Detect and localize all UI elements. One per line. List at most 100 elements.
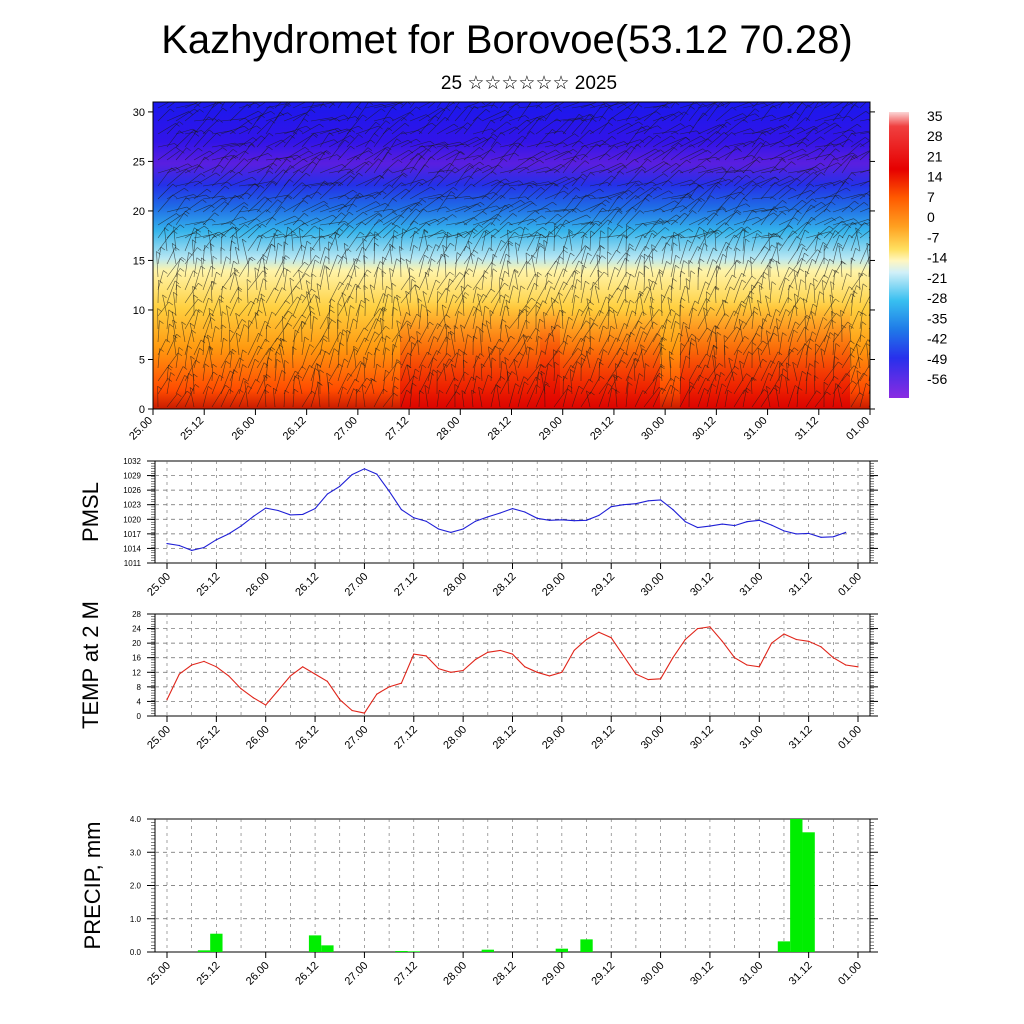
wind-barb-flag [242, 142, 247, 147]
wind-barb-flag [330, 298, 336, 302]
wind-barb-flag [464, 292, 470, 296]
wind-barb [373, 388, 384, 408]
wind-barb [805, 102, 816, 109]
wind-barb [355, 102, 362, 109]
wind-barb-flag [471, 389, 476, 394]
wind-barb-flag [633, 358, 639, 362]
wind-barb [793, 269, 798, 291]
wind-barb [400, 312, 407, 330]
wind-barb [229, 176, 253, 187]
wind-barb [202, 297, 209, 317]
wind-barb-flag [754, 108, 760, 112]
wind-barb-flag [864, 137, 870, 141]
wind-barb-flag [691, 179, 696, 184]
wind-barb-flag [568, 316, 573, 321]
wind-barb [517, 381, 525, 408]
wind-barb [281, 316, 285, 343]
wind-barb [400, 201, 419, 213]
wind-barb-flag [244, 125, 249, 130]
wind-barb-flag [303, 118, 308, 122]
wind-barb-flag [455, 391, 461, 395]
wind-barb [787, 329, 794, 356]
wind-barb-flag [820, 162, 825, 167]
wind-barb [526, 115, 543, 122]
wind-barb-flag [353, 345, 358, 350]
wind-barb-flag [473, 228, 478, 232]
wind-barb [544, 231, 550, 252]
wind-barb [652, 102, 676, 109]
wind-barb-flag [680, 270, 686, 275]
wind-barb [265, 206, 282, 226]
wind-barb [265, 169, 284, 187]
wind-barb-flag [283, 241, 289, 246]
wind-barb [778, 368, 784, 395]
wind-barb [661, 136, 686, 148]
wind-barb [418, 390, 421, 408]
wind-barb-flag [683, 260, 688, 264]
wind-barb [229, 357, 240, 382]
wind-barb-flag [519, 226, 525, 231]
temp-point [734, 657, 736, 659]
wind-barb-flag [738, 318, 744, 323]
wind-barb-flag [852, 380, 857, 385]
pmsl-xtick-label: 31.12 [787, 571, 815, 599]
wind-barb-flag [423, 229, 429, 234]
wind-barb-flag [270, 346, 276, 351]
wind-barb-flag [344, 243, 349, 247]
wind-barb [616, 285, 626, 304]
wind-barb [850, 248, 856, 265]
wind-barb-flag [396, 138, 401, 142]
wind-barb [298, 228, 303, 252]
wind-barb [562, 156, 576, 174]
wind-barb-flag [493, 104, 499, 109]
wind-barb [499, 319, 503, 343]
wind-barb [436, 390, 440, 408]
wind-barb [535, 149, 556, 161]
wind-barb [418, 145, 433, 161]
wind-barb-flag [514, 152, 519, 157]
wind-barb-flag [311, 288, 316, 293]
wind-barb [256, 320, 266, 343]
wind-barb-flag [253, 157, 259, 162]
wind-barb [796, 183, 811, 200]
page-subtitle: 25 ☆☆☆☆☆☆ 2025 [440, 73, 618, 94]
wind-barb-flag [746, 174, 751, 179]
wind-barb [813, 375, 816, 395]
wind-barb-flag [601, 255, 606, 259]
wind-barb-flag [458, 348, 463, 353]
wind-barb [778, 297, 789, 317]
wind-barb [355, 201, 377, 213]
wind-barb [571, 160, 586, 174]
wind-barb-flag [790, 92, 794, 95]
pmsl-ytick-label: 1032 [123, 457, 141, 466]
wind-barb [607, 141, 624, 148]
wind-barb [346, 348, 355, 369]
wind-barb-flag [810, 204, 816, 209]
wind-barb [724, 169, 751, 174]
wind-barb [346, 318, 354, 343]
wind-barb [481, 288, 492, 304]
wind-barb [562, 195, 577, 213]
wind-barb-flag [320, 151, 326, 155]
wind-barb-flag [665, 105, 670, 109]
wind-barb [445, 332, 449, 356]
wind-barb [850, 273, 864, 291]
wind-barb-flag [710, 307, 715, 311]
pmsl-point [265, 507, 267, 509]
wind-barb-flag [196, 232, 201, 236]
wind-barb-flag [196, 228, 201, 233]
wind-barb [477, 293, 483, 317]
wind-barb [472, 275, 484, 291]
wind-barb-flag [650, 296, 655, 301]
wind-barb-flag [381, 270, 387, 274]
wind-barb [274, 267, 285, 291]
pmsl-point [314, 508, 316, 510]
wind-barb-flag [778, 235, 783, 240]
wind-barb [373, 208, 392, 213]
wind-barb-flag [864, 222, 869, 226]
wind-barb-flag [392, 198, 397, 202]
wind-barb [841, 222, 858, 226]
pmsl-xtick-label: 27.00 [343, 571, 371, 599]
wind-barb-flag [809, 183, 815, 188]
wind-barb-flag [722, 123, 727, 128]
